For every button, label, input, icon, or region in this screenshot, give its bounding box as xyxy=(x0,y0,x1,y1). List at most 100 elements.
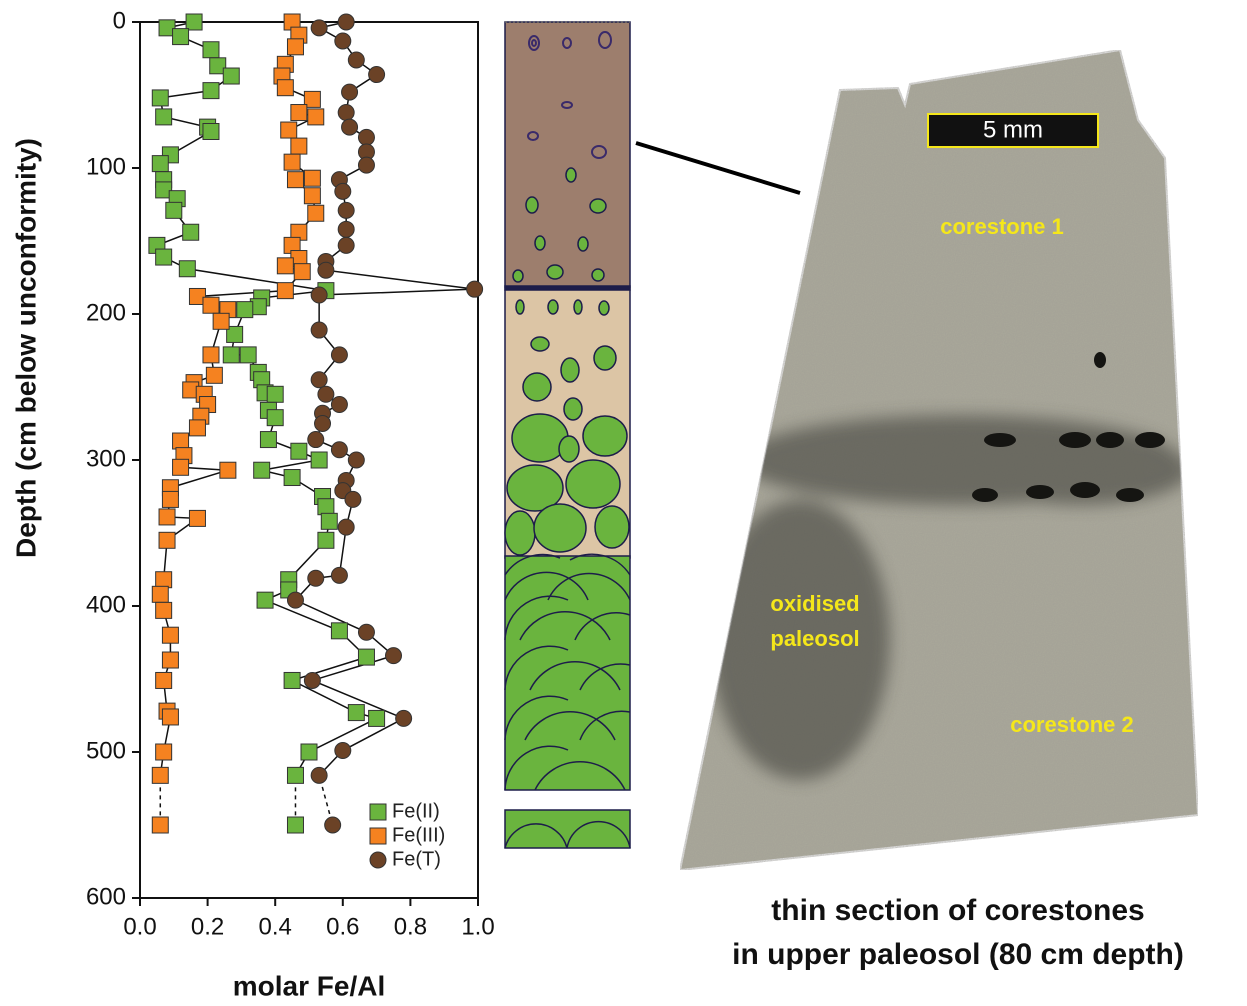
point xyxy=(220,462,236,478)
figure: 5 mm corestone 1 oxidised paleosol cores… xyxy=(0,0,1247,1006)
point xyxy=(338,519,354,535)
point xyxy=(358,157,374,173)
point xyxy=(281,122,297,138)
point xyxy=(331,567,347,583)
x-tick-label: 0.8 xyxy=(394,913,427,940)
point xyxy=(318,262,334,278)
thin-section-photo xyxy=(636,50,1198,870)
point xyxy=(162,709,178,725)
point xyxy=(318,532,334,548)
point xyxy=(338,202,354,218)
point xyxy=(304,188,320,204)
point xyxy=(223,347,239,363)
point xyxy=(315,416,331,432)
x-tick-label: 1.0 xyxy=(461,913,494,940)
point xyxy=(308,109,324,125)
legend-marker xyxy=(370,804,386,820)
point xyxy=(257,592,273,608)
y-tick-label: 0 xyxy=(113,7,126,34)
point xyxy=(166,202,182,218)
legend-marker xyxy=(370,852,386,868)
point xyxy=(338,105,354,121)
point xyxy=(287,817,303,833)
point xyxy=(203,83,219,99)
point xyxy=(386,648,402,664)
scale-bar-label: 5 mm xyxy=(983,116,1043,143)
point xyxy=(156,744,172,760)
point xyxy=(277,80,293,96)
point xyxy=(308,570,324,586)
x-tick-label: 0.6 xyxy=(326,913,359,940)
point xyxy=(284,154,300,170)
point xyxy=(277,283,293,299)
point xyxy=(287,767,303,783)
point xyxy=(342,84,358,100)
point xyxy=(284,470,300,486)
point xyxy=(291,105,307,121)
point xyxy=(345,491,361,507)
point xyxy=(308,432,324,448)
point xyxy=(311,322,327,338)
point xyxy=(358,129,374,145)
point xyxy=(152,817,168,833)
x-tick-label: 0.0 xyxy=(123,913,156,940)
point xyxy=(325,817,341,833)
point xyxy=(348,452,364,468)
point xyxy=(331,623,347,639)
point xyxy=(301,744,317,760)
y-tick-label: 500 xyxy=(86,737,126,764)
x-tick-label: 0.2 xyxy=(191,913,224,940)
callout-line xyxy=(636,143,800,193)
y-tick-label: 400 xyxy=(86,591,126,618)
point xyxy=(152,156,168,172)
point xyxy=(291,443,307,459)
point xyxy=(311,372,327,388)
legend-marker xyxy=(370,828,386,844)
point xyxy=(267,386,283,402)
y-axis-label: Depth (cm below unconformity) xyxy=(10,138,41,558)
point xyxy=(159,532,175,548)
point xyxy=(335,33,351,49)
point xyxy=(267,410,283,426)
photo-label: corestone 1 xyxy=(940,214,1064,239)
point xyxy=(294,264,310,280)
point xyxy=(287,39,303,55)
point xyxy=(183,224,199,240)
point xyxy=(203,124,219,140)
point xyxy=(358,624,374,640)
point xyxy=(186,14,202,30)
point xyxy=(338,221,354,237)
point xyxy=(338,14,354,30)
point xyxy=(156,109,172,125)
point xyxy=(369,710,385,726)
point xyxy=(173,433,189,449)
point xyxy=(338,237,354,253)
y-tick-label: 100 xyxy=(86,153,126,180)
point xyxy=(335,743,351,759)
point xyxy=(342,119,358,135)
legend-label: Fe(T) xyxy=(392,848,441,870)
point xyxy=(308,205,324,221)
y-tick-label: 200 xyxy=(86,299,126,326)
point xyxy=(156,672,172,688)
point xyxy=(206,367,222,383)
caption: in upper paleosol (80 cm depth) xyxy=(732,938,1184,971)
point xyxy=(318,499,334,515)
point xyxy=(331,347,347,363)
point xyxy=(162,627,178,643)
point xyxy=(162,652,178,668)
point xyxy=(348,705,364,721)
point xyxy=(304,170,320,186)
point xyxy=(152,586,168,602)
point xyxy=(369,67,385,83)
point xyxy=(287,172,303,188)
point xyxy=(287,592,303,608)
point xyxy=(291,138,307,154)
point xyxy=(179,261,195,277)
x-tick-label: 0.4 xyxy=(259,913,292,940)
point xyxy=(304,672,320,688)
point xyxy=(173,29,189,45)
legend-label: Fe(II) xyxy=(392,800,440,822)
point xyxy=(311,20,327,36)
point xyxy=(396,710,412,726)
